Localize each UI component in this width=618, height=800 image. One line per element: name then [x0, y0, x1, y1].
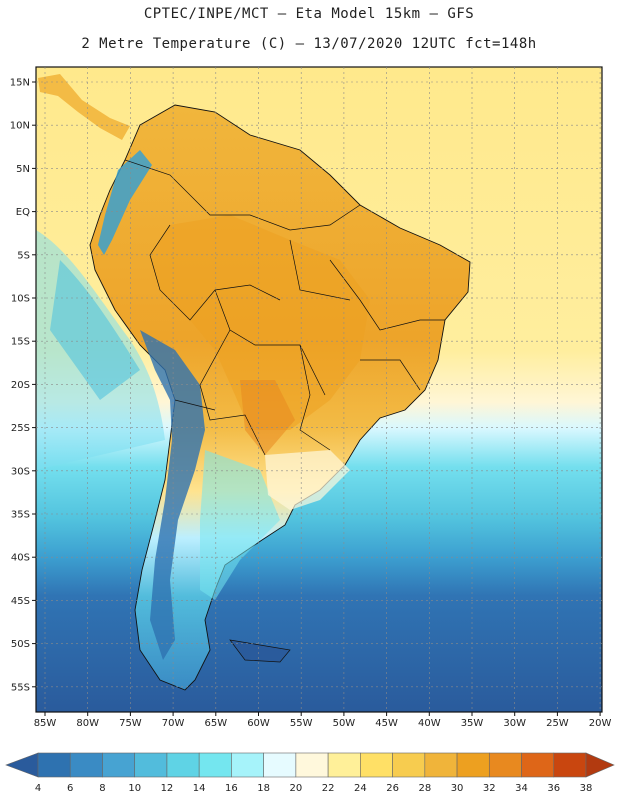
- colorbar-label: 38: [580, 783, 593, 794]
- lat-label: 30S: [11, 466, 30, 477]
- lat-label: 45S: [11, 596, 30, 607]
- colorbar-label: 14: [193, 783, 206, 794]
- colorbar-label: 24: [354, 783, 367, 794]
- colorbar-swatch: [231, 752, 264, 778]
- lon-label: 85W: [34, 718, 57, 729]
- lon-label: 70W: [162, 718, 185, 729]
- colorbar-swatch: [392, 752, 426, 778]
- lon-label: 50W: [333, 718, 356, 729]
- colorbar-swatch: [166, 752, 200, 778]
- colorbar-label: 22: [322, 783, 335, 794]
- map-title-line1: CPTEC/INPE/MCT – Eta Model 15km – GFS: [143, 6, 475, 22]
- colorbar-swatch: [327, 752, 361, 778]
- colorbar-swatch: [295, 752, 329, 778]
- lon-label: 45W: [375, 718, 398, 729]
- lon-label: 60W: [247, 718, 270, 729]
- lat-label: 40S: [11, 553, 30, 564]
- colorbar-swatch: [424, 752, 458, 778]
- lon-label: 30W: [503, 718, 526, 729]
- map-title-line2: 2 Metre Temperature (C) – 13/07/2020 12U…: [81, 36, 537, 52]
- colorbar-label: 36: [547, 783, 560, 794]
- colorbar-swatch: [102, 752, 136, 778]
- lon-label: 35W: [461, 718, 484, 729]
- colorbar-swatch: [69, 752, 103, 778]
- lat-label: 50S: [11, 639, 30, 650]
- colorbar-label: 30: [451, 783, 464, 794]
- colorbar-swatch: [488, 752, 522, 778]
- colorbar-swatch: [456, 752, 490, 778]
- lat-label: 25S: [11, 423, 30, 434]
- lat-label: 5S: [17, 250, 30, 261]
- colorbar-swatch: [134, 752, 168, 778]
- colorbar-label: 10: [128, 783, 141, 794]
- colorbar-under-arrow: [5, 752, 39, 778]
- colorbar-swatch: [37, 752, 71, 778]
- lon-label: 40W: [418, 718, 441, 729]
- colorbar-label: 12: [161, 783, 174, 794]
- colorbar-label: 4: [35, 783, 41, 794]
- colorbar-label: 18: [257, 783, 270, 794]
- lat-label: 35S: [11, 510, 30, 521]
- colorbar-over-arrow: [585, 752, 615, 778]
- lon-label: 75W: [119, 718, 142, 729]
- lat-label: 10S: [11, 294, 30, 305]
- lat-label: 10N: [10, 121, 30, 132]
- lat-label: 55S: [11, 682, 30, 693]
- lon-label: 80W: [76, 718, 99, 729]
- lat-label: 15S: [11, 337, 30, 348]
- colorbar-swatch: [553, 752, 587, 778]
- land-field: [36, 74, 471, 691]
- lon-label: 65W: [204, 718, 227, 729]
- lon-label: 55W: [290, 718, 313, 729]
- lat-label: 20S: [11, 380, 30, 391]
- colorbar-label: 28: [418, 783, 431, 794]
- colorbar-label: 32: [483, 783, 496, 794]
- lon-label: 20W: [589, 718, 612, 729]
- colorbar: [5, 752, 615, 778]
- colorbar-swatch: [360, 752, 393, 778]
- lat-label: 15N: [10, 78, 30, 89]
- colorbar-swatch: [263, 752, 297, 778]
- map-frame: [35, 66, 603, 713]
- lon-label: 25W: [546, 718, 569, 729]
- colorbar-label: 26: [386, 783, 399, 794]
- colorbar-label: 8: [99, 783, 105, 794]
- colorbar-swatch: [198, 752, 232, 778]
- lat-label: 5N: [16, 164, 30, 175]
- colorbar-label: 16: [225, 783, 238, 794]
- colorbar-swatch: [521, 752, 555, 778]
- colorbar-label: 6: [67, 783, 73, 794]
- lat-label: EQ: [16, 207, 30, 218]
- colorbar-label: 34: [515, 783, 528, 794]
- colorbar-label: 20: [290, 783, 303, 794]
